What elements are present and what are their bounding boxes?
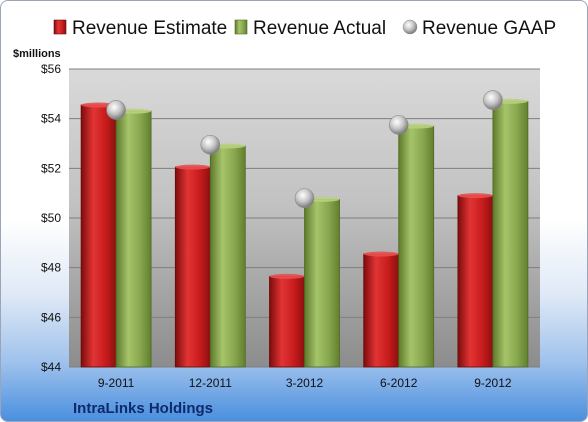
estimate-bar-2 [269,275,305,368]
x-tick-label: 12-2011 [189,376,232,390]
gaap-point-0 [106,100,126,120]
y-axis-ticks: $44 $46 $48 $50 $52 $54 $56 [41,62,61,374]
y-tick-label: $54 [41,112,61,126]
estimate-bar-top-2 [269,273,305,279]
legend-label-0: Revenue Estimate [72,18,227,39]
y-tick-label: $52 [41,161,61,175]
estimate-bar-0 [80,104,117,368]
y-tick-label: $56 [41,62,61,76]
actual-bar-4 [492,100,529,368]
y-tick-label: $50 [41,211,61,225]
estimate-bar-top-3 [363,251,399,257]
gaap-point-4 [483,90,503,110]
gaap-point-1 [200,134,221,155]
x-tick-label: 9-2011 [98,376,135,390]
legend: Revenue Estimate Revenue Actual Revenue GA… [53,18,556,39]
gaap-points [106,90,503,208]
x-axis-ticks: 9-2011 12-2011 3-2012 6-2012 9-2012 [98,376,512,390]
estimate-bar-top-1 [175,164,211,170]
estimate-bar-1 [174,166,211,368]
estimate-bar-4 [457,195,494,368]
estimate-bar-top-4 [457,193,493,199]
y-tick-label: $48 [41,261,61,275]
legend-swatch-2 [402,19,418,35]
actual-bar-2 [304,198,340,368]
gaap-point-2 [294,188,315,208]
bars [80,98,529,368]
actual-bar-1 [209,145,246,368]
estimate-bar-3 [363,253,400,368]
legend-label-1: Revenue Actual [253,18,386,39]
company-name: IntraLinks Holdings [73,400,213,417]
actual-bar-0 [115,110,152,368]
gaap-point-3 [388,115,409,135]
y-tick-label: $46 [41,310,61,324]
x-tick-label: 6-2012 [380,376,418,390]
legend-swatch-0 [53,19,67,35]
x-tick-label: 3-2012 [286,376,324,390]
x-tick-label: 9-2012 [474,376,512,390]
y-tick-label: $44 [41,360,61,374]
y-axis-unit-label: $millions [13,48,61,60]
legend-label-2: Revenue GAAP [422,18,556,39]
legend-swatch-1 [234,19,248,35]
actual-bar-3 [398,125,435,368]
